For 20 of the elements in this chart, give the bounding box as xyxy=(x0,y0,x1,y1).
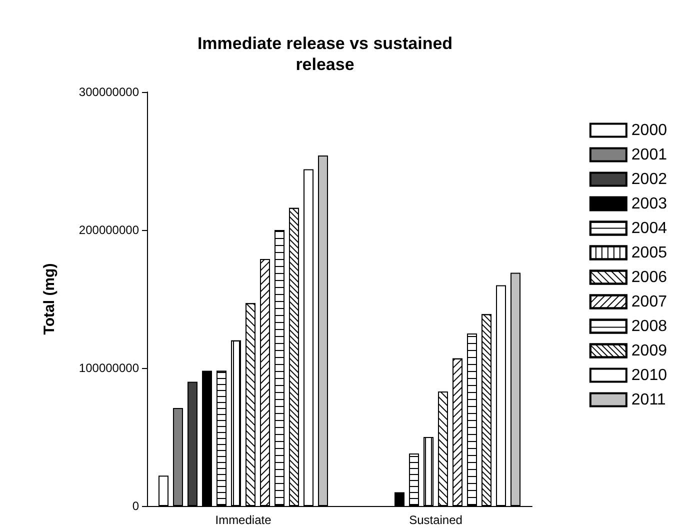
y-tick-label: 300000000 xyxy=(78,85,140,99)
y-tick-label: 100000000 xyxy=(78,361,140,375)
y-tick-label: 200000000 xyxy=(78,223,140,237)
legend-label: 2005 xyxy=(631,244,668,262)
legend-label: 2002 xyxy=(631,170,668,188)
legend-label: 2003 xyxy=(631,195,668,212)
y-axis-title: Total (mg) xyxy=(41,263,58,335)
x-tick-label: Immediate xyxy=(215,513,272,527)
legend-label: 2000 xyxy=(631,122,668,139)
x-tick-label: Sustained xyxy=(409,513,462,527)
chart-title: Immediate release vs sustained release xyxy=(197,34,453,74)
legend-label: 2008 xyxy=(631,318,668,335)
legend-label: 2011 xyxy=(631,391,666,408)
legend-label: 2006 xyxy=(631,268,668,286)
y-tick-label: 0 xyxy=(132,499,140,513)
legend-label: 2010 xyxy=(631,366,668,384)
legend-label: 2001 xyxy=(631,146,668,164)
legend-label: 2009 xyxy=(631,342,668,360)
legend-label: 2004 xyxy=(631,220,668,237)
legend-label: 2007 xyxy=(631,293,668,310)
